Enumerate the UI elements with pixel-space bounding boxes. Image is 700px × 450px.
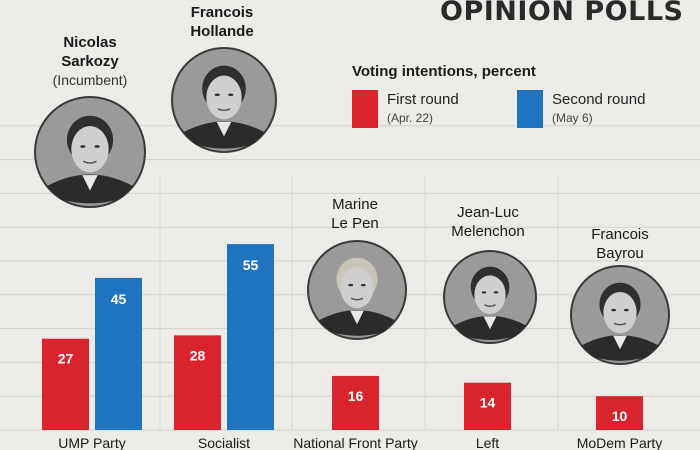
bar-first-round-left — [464, 382, 511, 430]
candidate-name-melenchon: Jean-Luc Melenchon — [451, 204, 525, 240]
candidate-name-le-pen: Marine Le Pen — [331, 196, 379, 232]
candidate-name-hollande: Francois Hollande — [190, 4, 254, 40]
category-label-modem: MoDem Party — [577, 435, 663, 450]
candidate-name-bayrou: Francois Bayrou — [591, 226, 649, 262]
candidate-note-sarkozy: (Incumbent) — [52, 72, 128, 88]
bayrou-portrait — [570, 265, 670, 365]
le-pen-portrait — [307, 240, 407, 340]
sarkozy-portrait — [34, 96, 146, 208]
data-label-first-round-national-front: 16 — [348, 388, 364, 404]
legend-label-first-round: First round — [387, 91, 459, 108]
data-label-first-round-left: 14 — [480, 395, 496, 411]
bar-first-round-national-front — [332, 375, 379, 430]
data-label-second-round-ump-party: 45 — [111, 291, 127, 307]
bar-first-round-socialist — [174, 335, 221, 430]
bar-first-round-modem — [596, 396, 643, 430]
category-label-ump-party: UMP Party — [58, 435, 125, 450]
legend-item-second-round: Second round (May 6) — [517, 90, 645, 128]
bar-second-round-socialist — [227, 244, 274, 430]
legend-heading: Voting intentions, percent — [352, 63, 536, 80]
legend-sub-first-round: (Apr. 22) — [387, 111, 434, 125]
category-label-national-front: National Front Party — [293, 435, 418, 450]
legend-item-first-round: First round (Apr. 22) — [352, 90, 459, 128]
category-label-left: Left — [476, 435, 499, 450]
chart-title: OPINION POLLS — [440, 0, 684, 27]
bar-first-round-ump-party — [42, 338, 89, 430]
legend-label-second-round: Second round — [552, 91, 646, 108]
category-label-socialist: Socialist — [198, 435, 250, 450]
legend-swatch-first-round — [352, 90, 378, 128]
data-label-first-round-ump-party: 27 — [58, 351, 74, 367]
legend-swatch-second-round — [517, 90, 543, 128]
bar-second-round-ump-party — [95, 277, 142, 430]
legend-sub-second-round: (May 6) — [552, 111, 593, 125]
data-label-first-round-modem: 10 — [612, 408, 628, 424]
melenchon-portrait — [443, 250, 537, 344]
hollande-portrait — [171, 47, 277, 153]
data-label-second-round-socialist: 55 — [243, 257, 259, 273]
data-label-first-round-socialist: 28 — [190, 347, 206, 363]
candidate-name-sarkozy: Nicolas Sarkozy (Incumbent) — [20, 33, 160, 90]
